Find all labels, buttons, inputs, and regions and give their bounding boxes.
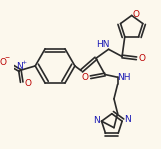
Text: O: O	[133, 10, 140, 19]
Text: −: −	[5, 54, 10, 59]
Text: N: N	[17, 62, 23, 71]
Text: +: +	[22, 60, 27, 65]
Text: O: O	[0, 58, 6, 67]
Text: O: O	[24, 79, 32, 89]
Text: HN: HN	[96, 40, 110, 49]
Text: N: N	[124, 115, 131, 124]
Text: N: N	[93, 116, 99, 125]
Text: O: O	[82, 73, 89, 82]
Text: NH: NH	[117, 73, 131, 82]
Text: O: O	[138, 54, 145, 63]
